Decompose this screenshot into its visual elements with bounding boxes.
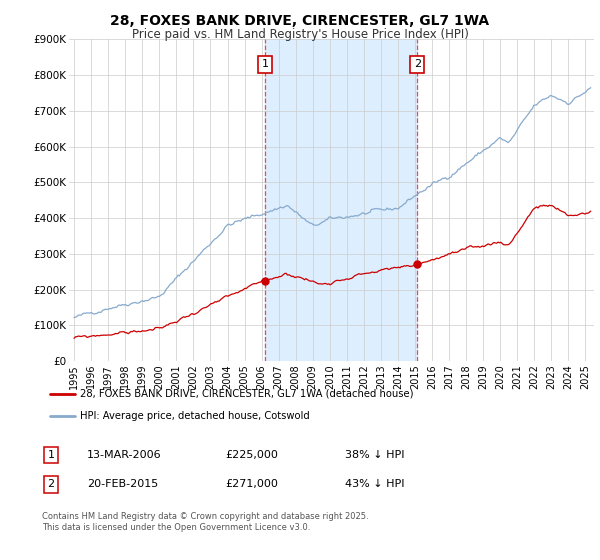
Text: 43% ↓ HPI: 43% ↓ HPI [345,479,404,489]
Text: 28, FOXES BANK DRIVE, CIRENCESTER, GL7 1WA (detached house): 28, FOXES BANK DRIVE, CIRENCESTER, GL7 1… [80,389,414,399]
Text: 28, FOXES BANK DRIVE, CIRENCESTER, GL7 1WA: 28, FOXES BANK DRIVE, CIRENCESTER, GL7 1… [110,14,490,28]
Text: £271,000: £271,000 [225,479,278,489]
Text: 1: 1 [262,59,269,69]
Text: 2: 2 [47,479,55,489]
Text: 20-FEB-2015: 20-FEB-2015 [87,479,158,489]
Text: 38% ↓ HPI: 38% ↓ HPI [345,450,404,460]
Text: HPI: Average price, detached house, Cotswold: HPI: Average price, detached house, Cots… [80,410,310,421]
Text: £225,000: £225,000 [225,450,278,460]
Text: Price paid vs. HM Land Registry's House Price Index (HPI): Price paid vs. HM Land Registry's House … [131,28,469,41]
Text: 13-MAR-2006: 13-MAR-2006 [87,450,161,460]
Text: 2: 2 [413,59,421,69]
Text: 1: 1 [47,450,55,460]
Text: Contains HM Land Registry data © Crown copyright and database right 2025.
This d: Contains HM Land Registry data © Crown c… [42,512,368,532]
Bar [265,39,417,361]
